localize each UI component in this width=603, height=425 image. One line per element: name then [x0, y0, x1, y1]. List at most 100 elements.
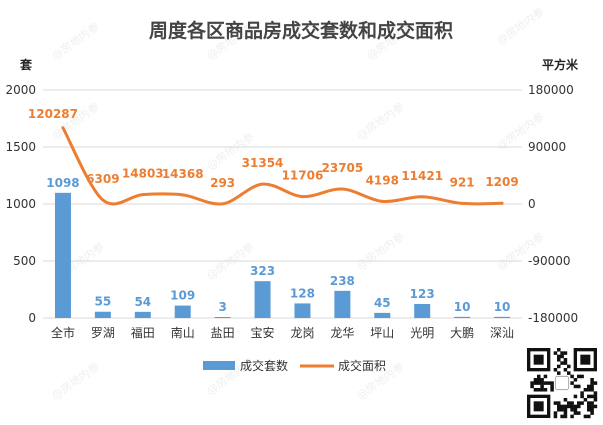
line-data-label: 14803	[122, 167, 164, 181]
bar-data-label: 323	[250, 264, 275, 278]
qr-module	[570, 408, 574, 412]
line-point	[380, 199, 384, 203]
line-point	[141, 193, 145, 197]
qr-module	[540, 381, 544, 385]
bar-data-label: 109	[170, 289, 195, 303]
category-label: 罗湖	[91, 325, 115, 340]
line-point	[61, 126, 65, 130]
line-series	[61, 126, 504, 206]
qr-module	[590, 404, 594, 409]
bar	[214, 317, 231, 318]
watermark-text: @房地内参	[49, 19, 102, 62]
watermark-text: @房地内参	[354, 229, 407, 272]
line-data-label: 4198	[366, 173, 399, 187]
qr-module	[537, 388, 541, 392]
qr-module	[537, 378, 541, 382]
qr-module	[557, 354, 561, 359]
qr-module	[567, 401, 571, 405]
qr-module	[590, 411, 594, 415]
qr-logo	[554, 375, 570, 391]
line-data-label: 293	[210, 176, 235, 190]
qr-module	[563, 368, 568, 372]
qr-module	[593, 381, 598, 385]
qr-module	[577, 401, 581, 405]
qr-module	[583, 398, 588, 402]
left-axis-unit: 套	[19, 57, 33, 72]
bar	[494, 316, 511, 318]
qr-module	[577, 411, 581, 415]
legend: 成交套数 成交面积	[203, 358, 386, 373]
category-label: 宝安	[251, 325, 275, 340]
qr-module	[557, 404, 561, 409]
watermark-text: @房地内参	[494, 4, 547, 47]
qr-module	[560, 351, 564, 355]
line-point	[181, 193, 185, 197]
category-label: 坪山	[370, 326, 394, 340]
category-label: 南山	[171, 325, 195, 340]
qr-module	[563, 351, 568, 355]
qr-module	[557, 371, 561, 375]
category-label: 龙岗	[290, 326, 314, 340]
qr-module	[590, 384, 594, 389]
bar-series	[54, 192, 511, 318]
qr-module	[577, 384, 581, 389]
line-data-label: 23705	[322, 161, 364, 175]
bar-data-label: 128	[290, 286, 315, 300]
qr-module	[570, 404, 574, 409]
bar-data-label: 1098	[46, 176, 79, 190]
qr-module	[583, 388, 588, 392]
qr-module	[590, 394, 594, 399]
qr-module	[577, 404, 581, 409]
qr-module	[580, 394, 584, 399]
qr-module	[533, 378, 538, 382]
qr-module	[550, 381, 554, 385]
qr-module	[593, 404, 598, 409]
bar-data-label: 10	[454, 300, 471, 314]
qr-module	[587, 388, 591, 392]
qr-module	[563, 404, 568, 409]
qr-module	[553, 351, 558, 355]
qr-module	[590, 381, 594, 385]
qr-module	[570, 374, 574, 379]
qr-module	[570, 401, 574, 405]
qr-module	[570, 381, 574, 385]
line-point	[500, 201, 504, 205]
chart-title: 周度各区商品房成交套数和成交面积	[149, 19, 453, 42]
bar-data-label: 10	[494, 300, 511, 314]
qr-module	[540, 388, 544, 392]
bar	[454, 316, 471, 318]
line-data-label: 1209	[485, 175, 518, 189]
line-data-label: 921	[450, 175, 475, 189]
qr-module	[563, 358, 568, 362]
line-point	[101, 198, 105, 202]
category-label: 大鹏	[450, 326, 474, 340]
line-data-label: 120287	[28, 107, 78, 121]
qr-module	[580, 374, 584, 379]
bar	[294, 303, 311, 318]
watermark-text: @房地内参	[49, 359, 102, 402]
qr-module	[587, 408, 591, 412]
legend-label-line: 成交面积	[338, 358, 386, 373]
category-label: 全市	[51, 325, 75, 340]
qr-module	[567, 371, 571, 375]
watermark-text: @房地内参	[354, 99, 407, 142]
qr-module	[557, 408, 561, 412]
qr-finder	[580, 354, 591, 365]
left-tick-label: 1500	[5, 140, 36, 154]
qr-module	[550, 384, 554, 389]
bar-data-label: 123	[410, 287, 435, 301]
bar	[374, 312, 391, 318]
qr-module	[590, 408, 594, 412]
qr-module	[567, 364, 571, 369]
qr-module	[573, 408, 578, 412]
qr-module	[557, 364, 561, 369]
qr-module	[587, 384, 591, 389]
bar-data-label: 3	[218, 300, 226, 314]
bar-data-label: 45	[374, 296, 391, 310]
qr-module	[557, 358, 561, 362]
bar-data-label: 54	[134, 295, 151, 309]
bar	[134, 311, 151, 318]
line-data-label: 11706	[282, 169, 324, 183]
line-point	[221, 202, 225, 206]
